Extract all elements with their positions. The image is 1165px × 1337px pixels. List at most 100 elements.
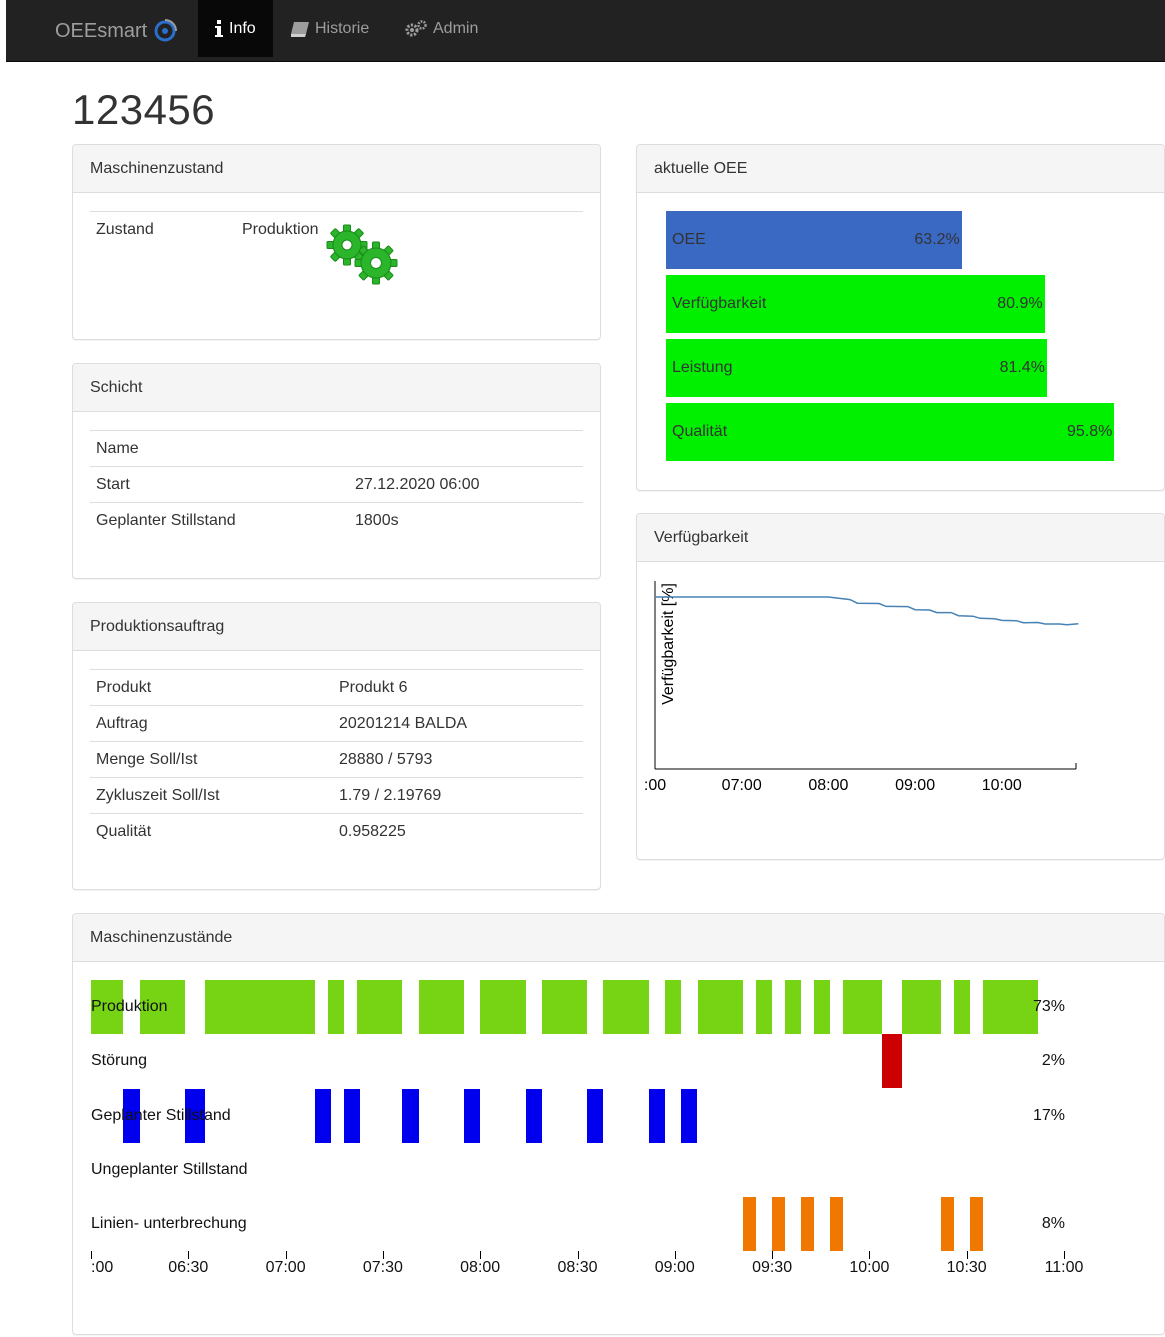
x-tick (188, 1251, 190, 1259)
state-segment (139, 980, 186, 1034)
bar-label: Qualität (672, 423, 728, 440)
x-tick-label: 10:30 (946, 1259, 987, 1276)
x-tick (966, 1251, 968, 1259)
brand[interactable]: OEEsmart (55, 17, 178, 45)
oee-bar-qualitaet: Qualität 95.8% (666, 403, 1115, 461)
state-segment (314, 1088, 331, 1143)
state-segment (603, 980, 649, 1034)
state-segment (185, 1088, 205, 1143)
x-tick-label: :00 (644, 777, 666, 794)
availability-chart: :00 07:00 08:00 09:00 10:00 Verfügbarkeit [%] (644, 581, 1079, 794)
x-tick (480, 1251, 482, 1259)
x-tick-label: 09:00 (895, 777, 935, 794)
state-segment (953, 980, 970, 1034)
row-key: Geplanter Stillstand (90, 502, 349, 539)
state-segment (648, 1088, 666, 1143)
x-tick-label: 08:00 (460, 1259, 501, 1276)
bar-value: 81.4% (999, 359, 1045, 376)
x-tick-label: 11:00 (1044, 1259, 1084, 1276)
state-segment (681, 1088, 698, 1143)
nav-admin[interactable]: Admin (404, 0, 478, 57)
state-segment (665, 980, 682, 1034)
state-segment (742, 1197, 756, 1252)
panel-heading: Maschinenzustände (73, 914, 1164, 962)
state-label: Störung (91, 1052, 148, 1070)
oee-bar-oee: OEE 63.2% (666, 211, 962, 269)
state-segment (843, 980, 883, 1034)
state-segment (480, 980, 526, 1034)
info-icon (214, 19, 224, 38)
nav-info[interactable]: Info (198, 0, 273, 57)
state-label: Ungeplanter Stillstand (91, 1160, 248, 1178)
oee-bar-verfuegbarkeit: Verfügbarkeit 80.9% (666, 275, 1045, 333)
bar-label: OEE (672, 231, 706, 248)
x-tick-label: 09:30 (752, 1259, 793, 1276)
row-key: Zykluszeit Soll/Ist (90, 777, 333, 814)
bar-value: 80.9% (997, 295, 1043, 312)
x-tick (869, 1251, 871, 1259)
table-row: Menge Soll/Ist 28880 / 5793 (90, 741, 583, 778)
panel-heading: Schicht (73, 364, 600, 412)
state-segment (901, 980, 941, 1034)
state-segment (882, 1034, 902, 1089)
brand-name: OEEsmart (55, 19, 148, 42)
row-value: Produkt 6 (333, 669, 583, 706)
order-panel: Produktionsauftrag Produkt Produkt 6 Auft… (72, 602, 601, 890)
row-key: Produkt (90, 669, 333, 706)
availability-panel: Verfügbarkeit :00 07:00 08:00 09:00 10:00 Ver… (636, 513, 1165, 860)
table-row: Auftrag 20201214 BALDA (90, 705, 583, 742)
row-value: 20201214 BALDA (333, 705, 583, 742)
state-segment (541, 980, 588, 1034)
machine-state-panel: Maschinenzustand Zustand Produktion (72, 144, 601, 340)
bar-label: Verfügbarkeit (672, 295, 767, 312)
availability-series-line (655, 596, 1079, 626)
state-segment (587, 1088, 604, 1143)
state-segment (969, 1197, 983, 1252)
row-key: Qualität (90, 813, 333, 850)
x-tick-label: 06:30 (168, 1259, 209, 1276)
state-segment (525, 1088, 542, 1143)
state-segment (801, 1197, 815, 1252)
state-segment (772, 1197, 786, 1252)
page-title: 123456 (72, 86, 216, 133)
state-label: Produktion (91, 998, 168, 1015)
state-label: Geplanter Stillstand (91, 1106, 231, 1124)
row-key: Start (90, 466, 349, 503)
state-segment (830, 1197, 844, 1252)
row-key: Menge Soll/Ist (90, 741, 333, 778)
row-key: Name (90, 430, 349, 467)
bar-value: 95.8% (1066, 423, 1113, 440)
row-value: 28880 / 5793 (333, 741, 583, 778)
bar-value: 63.2% (914, 231, 960, 248)
state-segment (940, 1197, 954, 1252)
table-row: Start 27.12.2020 06:00 (90, 466, 583, 503)
state-percent: 2% (1041, 1052, 1065, 1070)
x-tick-label: :00 (91, 1259, 114, 1276)
x-tick (382, 1251, 384, 1259)
row-key: Auftrag (90, 705, 333, 742)
order-table: Produkt Produkt 6 Auftrag 20201214 BALDA M… (90, 669, 583, 850)
oee-bar-leistung: Leistung 81.4% (666, 339, 1047, 397)
state-segment (91, 980, 124, 1034)
state-value: Produktion (242, 221, 319, 238)
bar-label: Leistung (672, 359, 733, 376)
shift-table: Name Start 27.12.2020 06:00 Geplanter Sti… (90, 430, 583, 539)
state-segment (327, 980, 344, 1034)
state-segment (814, 980, 831, 1034)
state-percent: 73% (1032, 998, 1065, 1015)
machine-states-panel: Maschinenzustände Produktion 73% Störung 2%… (72, 913, 1165, 1335)
nav-historie[interactable]: Historie (290, 0, 369, 57)
row-value (349, 430, 583, 467)
state-segment (343, 1088, 361, 1143)
x-tick-label: 10:00 (982, 777, 1022, 794)
top-navbar: OEEsmart Info Historie Admin (6, 0, 1165, 62)
y-axis-label: Verfügbarkeit [%] (660, 583, 677, 705)
state-segment (123, 1088, 140, 1143)
x-tick-label: 10:00 (849, 1259, 890, 1276)
state-segment (204, 980, 315, 1034)
x-tick-label: 08:00 (808, 777, 848, 794)
brand-logo-icon (153, 19, 178, 43)
row-value: 1800s (349, 502, 583, 539)
row-value: 1.79 / 2.19769 (333, 777, 583, 814)
panel-heading: Verfügbarkeit (637, 514, 1164, 562)
